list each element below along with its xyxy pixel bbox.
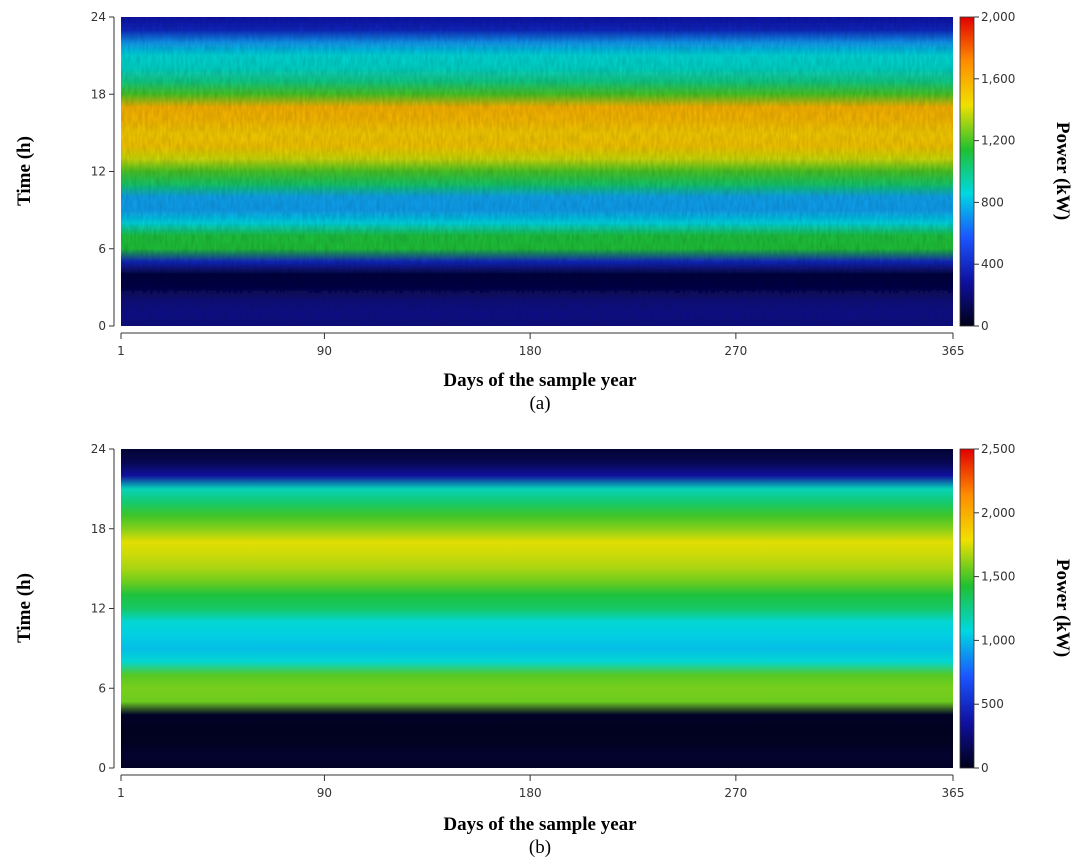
y-axis-b: 0 6 12 18 24 [91, 442, 115, 775]
colorbar-tick-label: 1,000 [981, 633, 1015, 647]
x-tick-label: 1 [117, 344, 125, 358]
colorbar-tick-label: 1,200 [981, 134, 1015, 148]
colorbar-ticks-a: 0 400 800 1,200 1,600 2,000 [974, 10, 1015, 333]
panel-label-b: (b) [529, 837, 551, 858]
x-tick-label: 90 [317, 344, 332, 358]
y-tick-label: 18 [91, 522, 106, 536]
x-tick-label: 365 [942, 786, 965, 800]
x-axis-title-a: Days of the sample year [443, 370, 637, 391]
y-tick-label: 6 [98, 242, 106, 256]
y-tick-label: 12 [91, 165, 106, 179]
x-axis-a: 1 90 180 270 365 [117, 332, 965, 358]
x-tick-label: 365 [942, 344, 965, 358]
colorbar-tick-label: 2,000 [981, 506, 1015, 520]
x-tick-label: 270 [724, 344, 747, 358]
colorbar-tick-label: 0 [981, 761, 989, 775]
heatmap-panel-b: 1 90 180 270 365 0 6 12 18 24 0 500 1,000 1,500 2,00… [14, 442, 1073, 858]
x-tick-label: 180 [519, 344, 542, 358]
y-axis-title-a: Time (h) [14, 136, 35, 206]
colorbar-title-a: Power (kW) [1052, 122, 1073, 220]
y-tick-label: 24 [91, 442, 106, 456]
colorbar-tick-label: 2,000 [981, 10, 1015, 24]
colorbar-tick-label: 800 [981, 195, 1004, 209]
y-axis-title-b: Time (h) [14, 573, 35, 643]
colorbar-title-b: Power (kW) [1052, 559, 1073, 657]
panel-label-a: (a) [529, 393, 550, 414]
heatmap-panel-a: 1 90 180 270 365 0 6 12 18 24 0 400 800 1,200 1,600 2… [14, 10, 1073, 414]
y-tick-label: 0 [98, 761, 106, 775]
colorbar-b [959, 448, 975, 769]
y-tick-label: 24 [91, 10, 106, 24]
colorbar-ticks-b: 0 500 1,000 1,500 2,000 2,500 [974, 442, 1015, 775]
x-axis-b: 1 90 180 270 365 [117, 774, 965, 800]
y-tick-label: 6 [98, 681, 106, 695]
colorbar-tick-label: 500 [981, 697, 1004, 711]
colorbar-tick-label: 1,500 [981, 570, 1015, 584]
x-tick-label: 90 [317, 786, 332, 800]
x-tick-label: 270 [724, 786, 747, 800]
x-tick-label: 180 [519, 786, 542, 800]
colorbar-tick-label: 1,600 [981, 72, 1015, 86]
colorbar-tick-label: 400 [981, 257, 1004, 271]
colorbar-a [959, 16, 975, 327]
y-tick-label: 18 [91, 87, 106, 101]
colorbar-tick-label: 0 [981, 319, 989, 333]
x-tick-label: 1 [117, 786, 125, 800]
y-tick-label: 12 [91, 602, 106, 616]
colorbar-tick-label: 2,500 [981, 442, 1015, 456]
x-axis-title-b: Days of the sample year [443, 814, 637, 835]
y-axis-a: 0 6 12 18 24 [91, 10, 115, 333]
y-tick-label: 0 [98, 319, 106, 333]
heatmap-b [121, 449, 953, 768]
heatmap-a [121, 17, 953, 326]
